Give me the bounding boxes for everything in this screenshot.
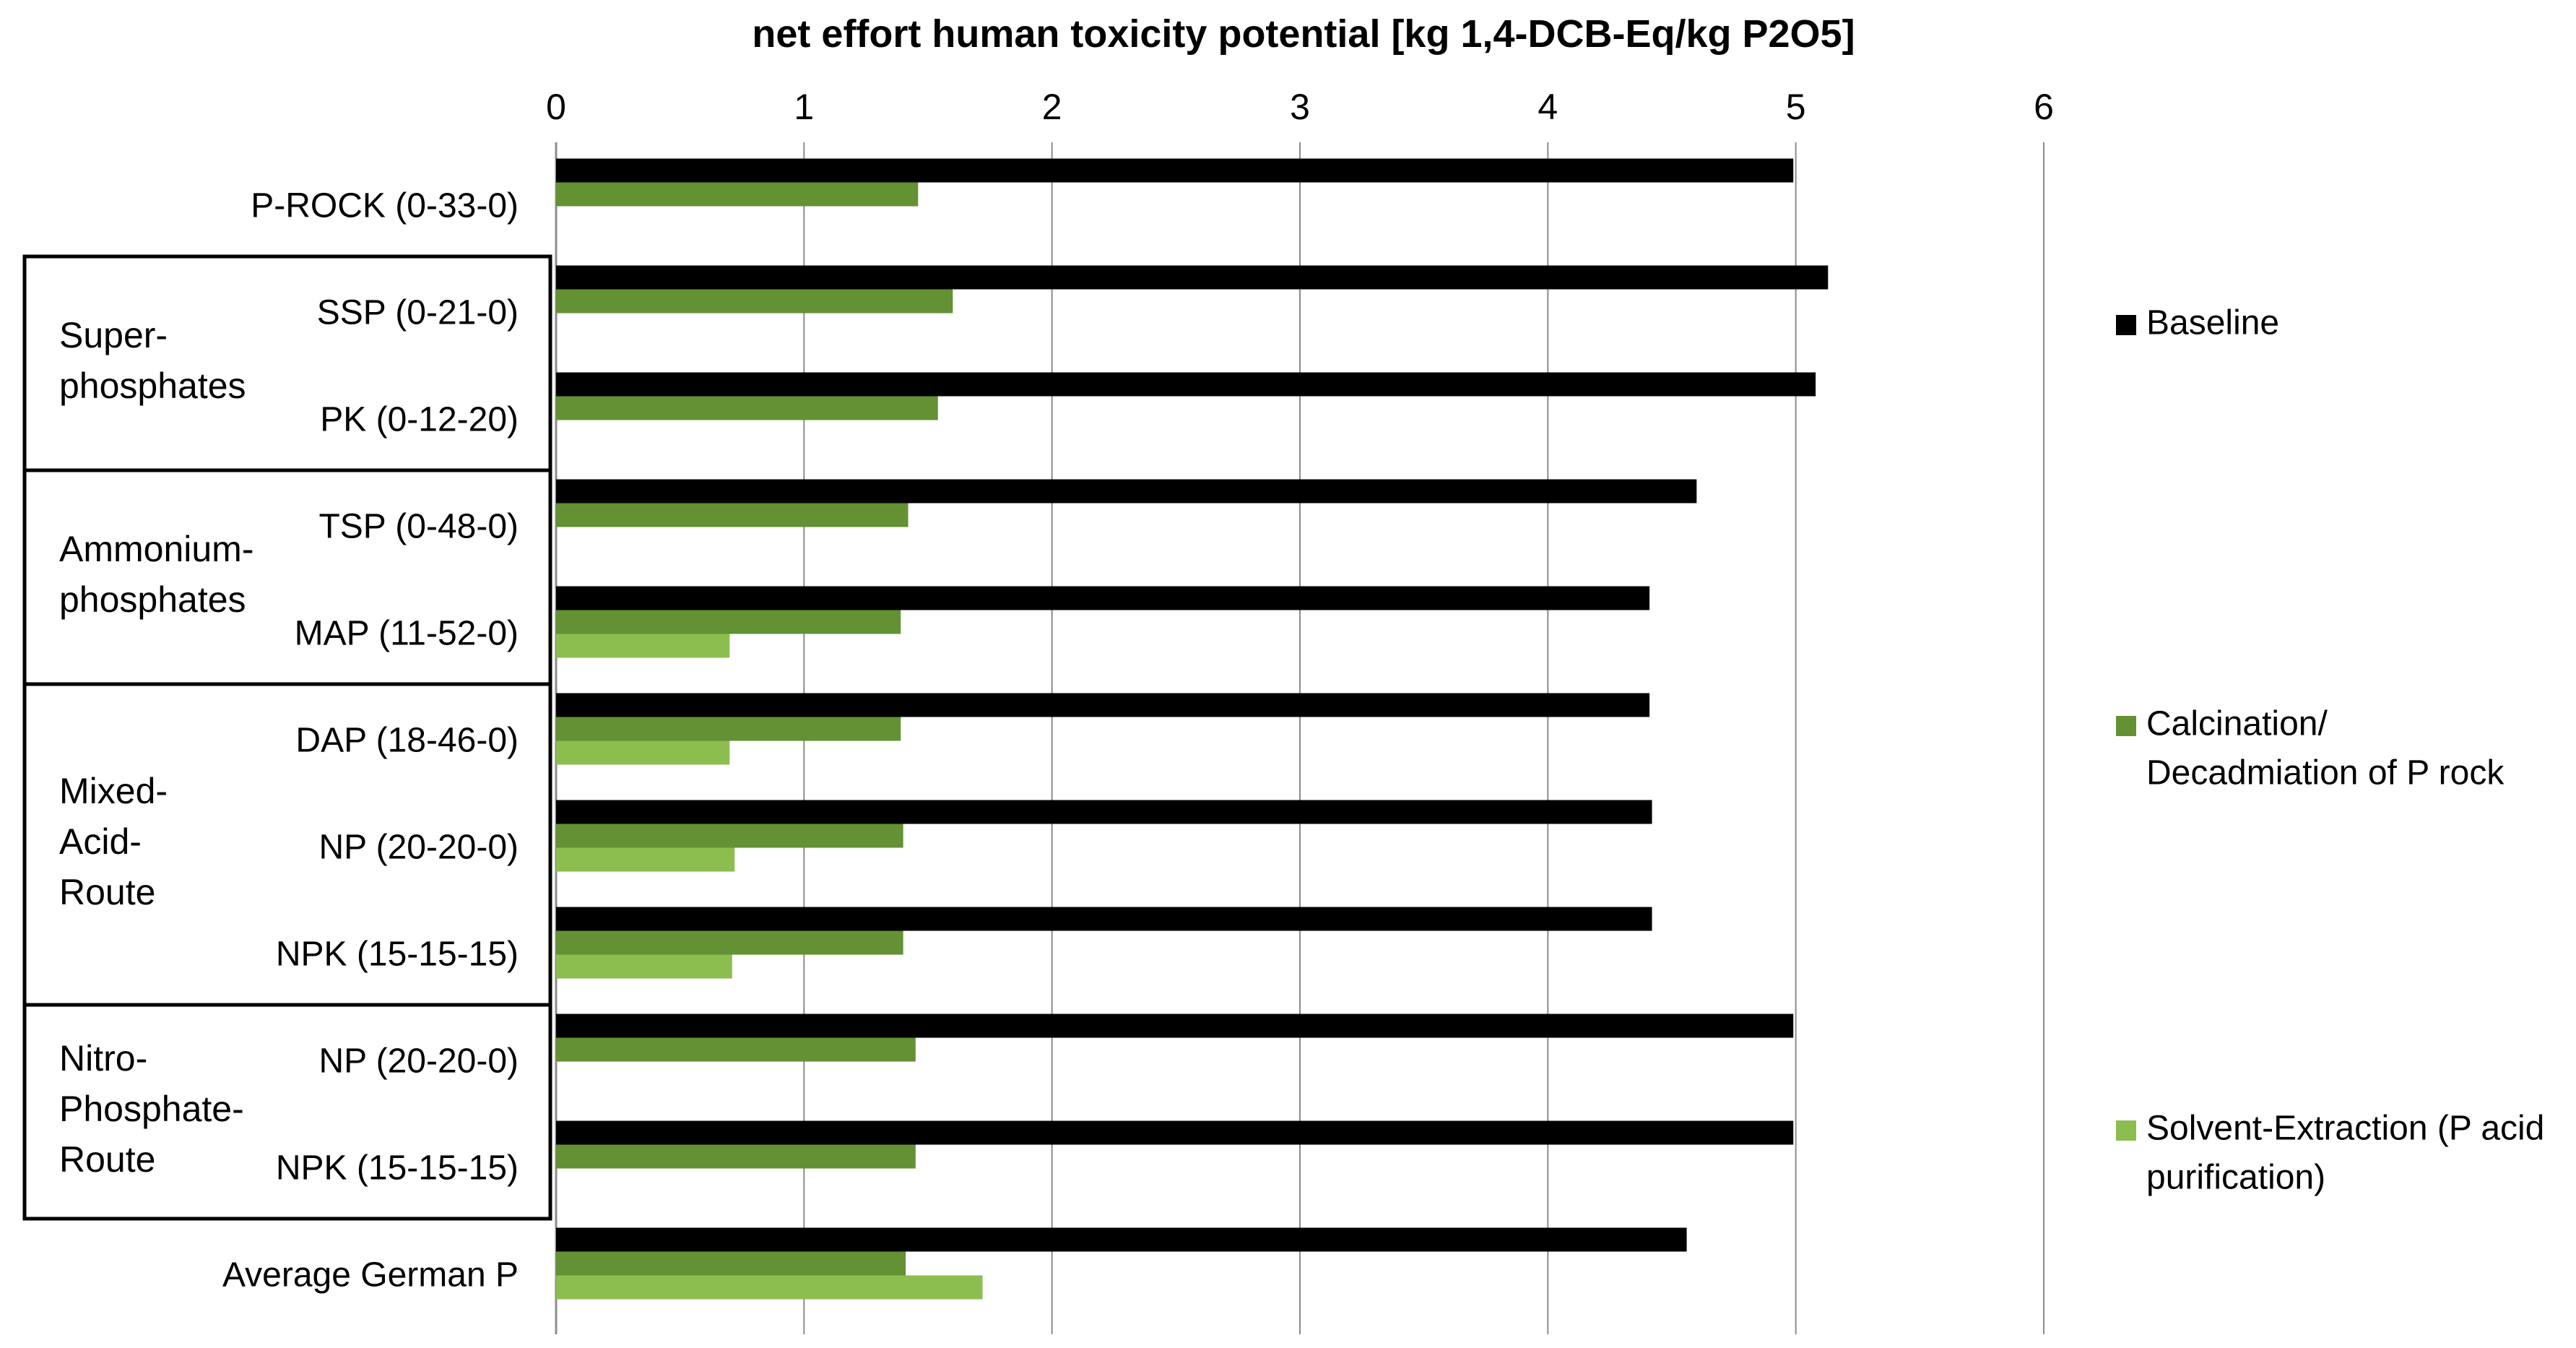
category-label: MAP (11-52-0) xyxy=(295,615,519,653)
group-label: Acid- xyxy=(59,821,142,862)
category-labels: P-ROCK (0-33-0) SSP (0-21-0) PK (0-12-20) T… xyxy=(222,187,519,1295)
group-label: Route xyxy=(59,872,155,912)
legend-label: Decadmiation of P rock xyxy=(2146,754,2505,792)
bar xyxy=(556,1037,916,1062)
bar xyxy=(556,182,919,207)
group-label: Phosphate- xyxy=(59,1089,244,1129)
x-tick-label: 5 xyxy=(1786,87,1806,127)
group-label: Nitro- xyxy=(59,1038,147,1079)
bar xyxy=(556,586,1650,610)
category-label: NP (20-20-0) xyxy=(318,829,519,867)
bar xyxy=(556,634,730,658)
bar xyxy=(556,1251,906,1276)
category-label: DAP (18-46-0) xyxy=(295,722,519,760)
category-label: NPK (15-15-15) xyxy=(276,936,519,974)
bar xyxy=(556,372,1816,397)
legend-swatch xyxy=(2116,1120,2136,1141)
bar xyxy=(556,847,735,872)
bar xyxy=(556,158,1794,183)
group-label: Mixed- xyxy=(59,771,168,811)
x-tick-label: 0 xyxy=(546,87,566,127)
bar xyxy=(556,396,938,420)
bar xyxy=(556,265,1829,290)
bar xyxy=(556,693,1650,717)
legend-label: Baseline xyxy=(2146,304,2279,342)
x-axis-tick-labels: 0 1 2 3 4 5 6 xyxy=(546,87,2054,127)
category-label: TSP (0-48-0) xyxy=(318,508,519,546)
category-group-boxes: Super-phosphates Ammonium-phosphates Mixed… xyxy=(22,254,552,1221)
bar xyxy=(556,289,953,314)
x-tick-label: 1 xyxy=(794,87,814,127)
legend-label: purification) xyxy=(2146,1159,2325,1197)
legend-label: Solvent-Extraction (P acid xyxy=(2146,1110,2544,1148)
bar xyxy=(556,1014,1794,1038)
category-label: NP (20-20-0) xyxy=(318,1042,519,1081)
bar xyxy=(556,824,903,848)
legend-swatch xyxy=(2116,716,2136,736)
legend-swatch xyxy=(2116,315,2136,335)
group-label: phosphates xyxy=(59,579,246,620)
group-label: Ammonium- xyxy=(59,529,253,569)
group-label: phosphates xyxy=(59,366,246,406)
legend-label: Calcination/ xyxy=(2146,705,2328,743)
bar xyxy=(556,1120,1794,1145)
x-tick-label: 4 xyxy=(1538,87,1558,127)
category-label: PK (0-12-20) xyxy=(320,401,519,439)
group-box xyxy=(22,1003,552,1221)
bar xyxy=(556,954,732,979)
bar xyxy=(556,610,901,634)
bars xyxy=(556,158,1829,1300)
x-tick-label: 6 xyxy=(2034,87,2054,127)
x-tick-label: 3 xyxy=(1290,87,1310,127)
bar xyxy=(556,1275,983,1300)
bar xyxy=(556,1144,916,1169)
x-tick-label: 2 xyxy=(1042,87,1062,127)
legend: Baseline Calcination/Decadmiation of P ro… xyxy=(2116,304,2544,1197)
group-label: Route xyxy=(59,1139,155,1180)
group-label: Super- xyxy=(59,315,168,355)
category-label: NPK (15-15-15) xyxy=(276,1149,519,1188)
category-label: Average German P xyxy=(222,1256,519,1295)
bar xyxy=(556,479,1697,504)
category-label: SSP (0-21-0) xyxy=(317,294,519,332)
category-label: P-ROCK (0-33-0) xyxy=(251,187,519,225)
bar xyxy=(556,930,903,955)
bar xyxy=(556,907,1652,931)
bar xyxy=(556,800,1652,824)
chart-title: net effort human toxicity potential [kg … xyxy=(752,12,1855,56)
bar xyxy=(556,717,901,741)
bar xyxy=(556,1227,1687,1252)
bar xyxy=(556,503,908,527)
bar xyxy=(556,740,730,765)
